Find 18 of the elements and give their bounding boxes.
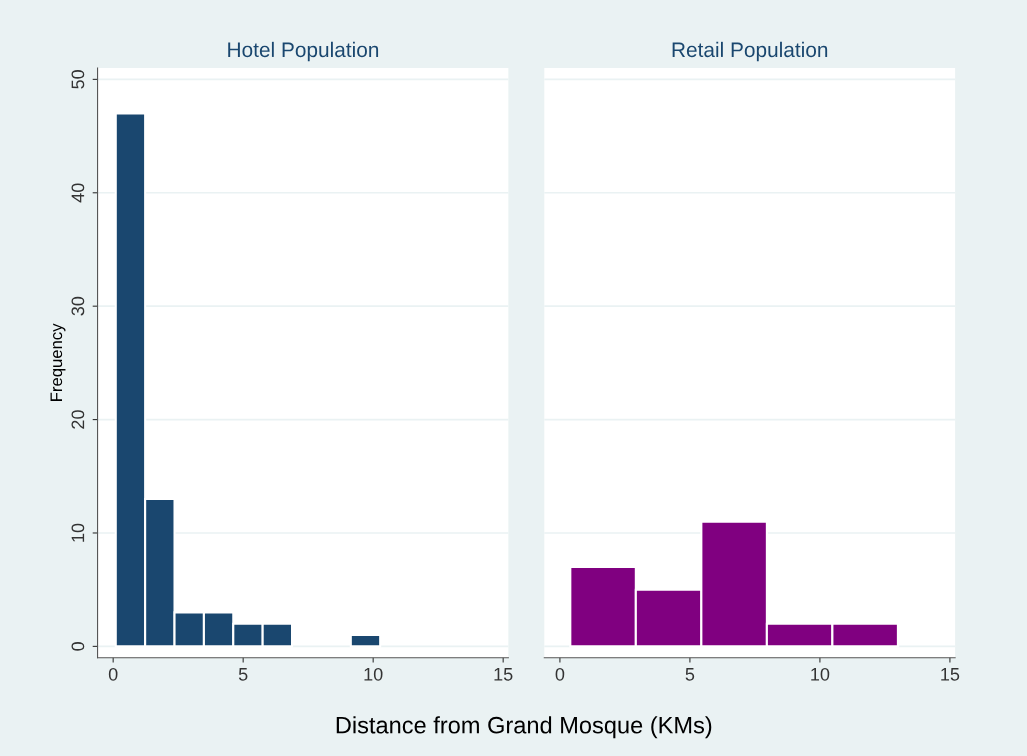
x-tick-label: 0 — [555, 667, 565, 681]
y-tick-label: 20 — [71, 410, 85, 429]
x-tick-label: 15 — [494, 668, 513, 681]
chart-title: Hotel Population — [228, 41, 379, 62]
chart-title: Retail Population — [672, 41, 828, 62]
y-tick-label: 0 — [71, 642, 85, 651]
x-tick-label: 5 — [685, 668, 695, 681]
y-tick-label: 30 — [71, 296, 85, 316]
y-tick-label: 40 — [71, 183, 85, 203]
x-tick-label: 0 — [108, 667, 118, 681]
y-axis-title: Frequency — [50, 323, 66, 401]
y-tick-label: 10 — [71, 523, 85, 542]
x-tick-label: 10 — [364, 667, 383, 681]
y-tick-label: 50 — [71, 70, 85, 89]
x-tick-label: 15 — [941, 668, 960, 681]
x-tick-label: 10 — [811, 667, 830, 681]
x-axis-title: Distance from Grand Mosque (KMs) — [336, 716, 712, 739]
x-tick-label: 5 — [238, 668, 248, 681]
